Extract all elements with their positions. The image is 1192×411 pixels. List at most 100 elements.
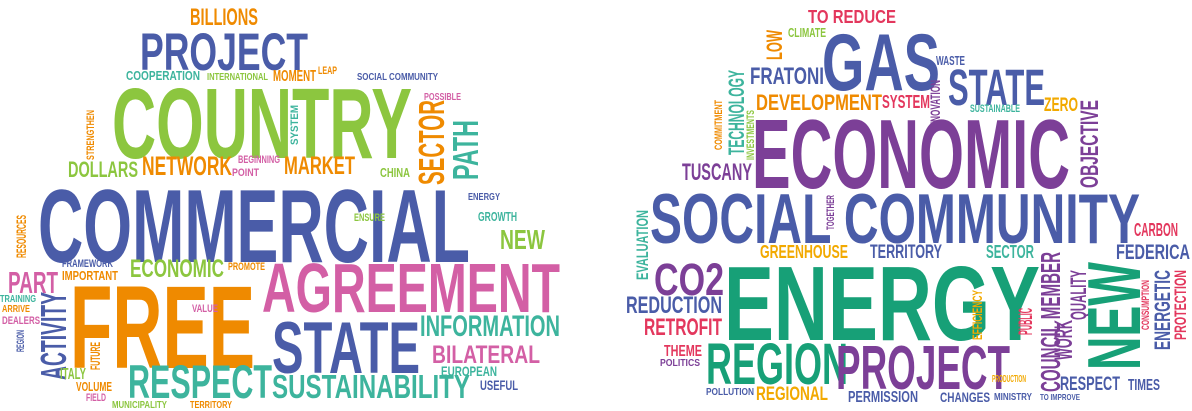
word: PATH (445, 120, 486, 180)
word: ENERGETIC (1150, 270, 1175, 350)
word: TOGETHER (825, 195, 837, 230)
word: RESPECT (128, 356, 272, 409)
word: LOW (762, 30, 787, 60)
word: TERRITORY (870, 241, 942, 263)
word: BILATERAL (432, 341, 540, 369)
word: NETWORK (142, 151, 232, 181)
word: CHINA (380, 166, 410, 180)
word: FRATONI (750, 64, 824, 90)
word: QUALITY (1066, 270, 1091, 320)
word: BEGINNING (238, 154, 280, 166)
word: MOMENT (273, 68, 316, 85)
word: ACTIVITY (33, 292, 74, 380)
word: NEW (1072, 262, 1156, 370)
word: COUNCIL MEMBER (1035, 252, 1066, 392)
word: CLIMATE (788, 26, 826, 40)
word: DEVELOPMENT (756, 90, 882, 115)
word: INTERNATIONAL (207, 72, 268, 83)
word: RETROFIT (644, 315, 722, 341)
word: INVESTMENTS (745, 110, 757, 160)
word: FRAMEWORK (62, 258, 113, 270)
word: GROWTH (478, 210, 517, 224)
word: CONSUMPTION (1140, 280, 1152, 330)
word: INFORMATION (420, 311, 560, 343)
word: REDUCTION (626, 293, 722, 319)
word: COMMITMENT (713, 100, 725, 150)
word: NEW (500, 224, 546, 255)
word: PROMOTE (228, 261, 265, 273)
word: FREE (70, 262, 255, 394)
word: TRAINING (0, 294, 36, 305)
word: SOCIAL COMMUNITY (357, 72, 438, 83)
word: DEALERS (2, 315, 40, 327)
word: ZERO (1044, 94, 1078, 116)
word: STATE (272, 306, 420, 389)
word: FEDERICA (1116, 241, 1190, 264)
word: CARBON (1134, 220, 1178, 240)
word: CHANGES (940, 389, 990, 405)
word: SUSTAINABLE (970, 103, 1020, 115)
word: POLLUTION (706, 387, 754, 398)
word: POSSIBLE (424, 92, 461, 103)
word: MARKET (284, 152, 355, 180)
word: ARRIVE (2, 304, 30, 315)
word: FIELD (86, 392, 106, 404)
word: RESOURCES (13, 215, 29, 258)
word: STRENGTHEN (85, 110, 97, 160)
word: GREENHOUSE (760, 242, 848, 262)
word: CO2 (654, 254, 724, 305)
word: STATE (948, 58, 1045, 116)
word: TO REDUCE (808, 7, 896, 27)
word: SOCIAL COMMUNITY (650, 180, 1140, 259)
word: RESPECT (1060, 373, 1120, 395)
word: AGREEMENT (262, 249, 560, 327)
word: REGIONAL (756, 383, 828, 405)
word: POINT (232, 167, 259, 179)
word: TO IMPROVE (1040, 392, 1080, 402)
word: POLITICS (660, 358, 700, 369)
word: TERRITORY (190, 400, 232, 411)
word: REGION (15, 330, 27, 352)
word: FUTURE (87, 342, 103, 370)
word: ENSURE (354, 212, 385, 224)
word: COUNTRY (112, 68, 412, 180)
word: THEME (664, 343, 702, 360)
word: PUBLIC (1015, 308, 1037, 335)
word: EVALUATION (633, 210, 652, 280)
word: MINISTRY (994, 392, 1032, 403)
word: WORK (1050, 320, 1078, 360)
word: PART (8, 266, 58, 300)
word: COMMERCIAL (38, 169, 470, 285)
word: LEAP (318, 65, 337, 77)
word: EFFICIENCY (969, 290, 985, 340)
word: ECONOMIC (752, 99, 1070, 209)
word: DOLLARS (68, 157, 138, 182)
word: GAS (822, 18, 940, 108)
word: OBJECTIVE (1076, 100, 1104, 188)
word: COOPERATION (126, 69, 200, 83)
word: PRODUCTION (992, 374, 1026, 385)
word: ENERGY (468, 192, 500, 203)
word: PROJECT (836, 333, 1010, 403)
word: VALUE (192, 303, 218, 315)
word: BILLIONS (190, 5, 258, 31)
word: TUSCANY (682, 160, 752, 186)
word: MUNICIPALITY (112, 400, 167, 411)
word: PERMISSION (848, 389, 918, 406)
word: REGION (706, 332, 848, 397)
word: TECHNOLOGY (724, 70, 749, 155)
word: EUROPEAN (441, 363, 497, 379)
word: USEFUL (480, 377, 518, 393)
word: WASTE (936, 54, 965, 68)
word: PROTECTION (1171, 270, 1190, 340)
word: INNOVATION (927, 80, 943, 130)
word: PROJECT (140, 23, 308, 82)
word: SYSTEM (882, 92, 930, 112)
word: IMPORTANT (62, 269, 118, 283)
word: SYSTEM (289, 105, 301, 145)
word: TIMES (1128, 377, 1160, 394)
word: ENERGY (724, 245, 1040, 363)
word: SECTOR (411, 100, 452, 185)
